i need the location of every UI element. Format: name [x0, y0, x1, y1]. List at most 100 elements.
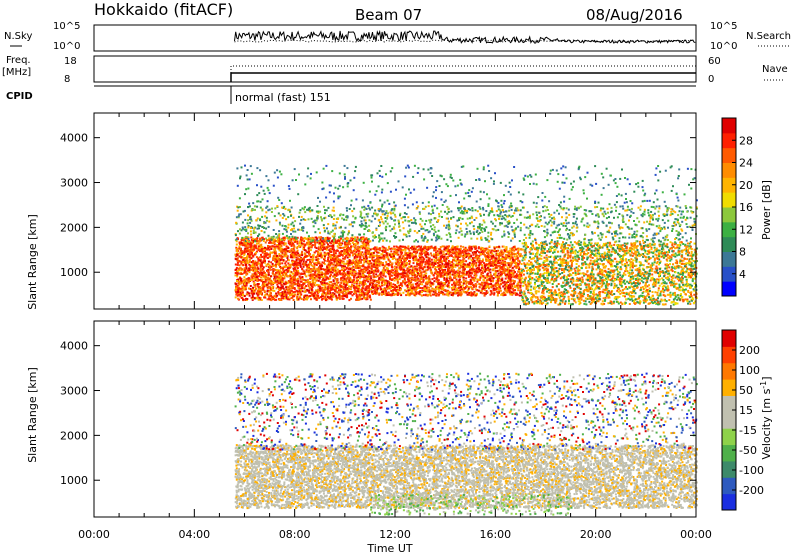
data-cell: [241, 285, 244, 288]
data-cell: [235, 240, 238, 243]
data-cell: [398, 246, 401, 249]
data-cell: [257, 270, 259, 273]
data-cell: [234, 272, 237, 274]
data-cell: [400, 250, 402, 252]
data-cell: [345, 236, 348, 239]
data-cell: [329, 254, 332, 257]
data-cell: [518, 277, 521, 280]
data-cell: [288, 266, 291, 269]
data-cell: [390, 282, 392, 285]
data-cell: [296, 290, 299, 293]
data-cell: [259, 237, 262, 240]
data-cell: [301, 284, 304, 287]
data-cell: [393, 286, 396, 289]
data-cell: [319, 255, 322, 257]
data-cell: [336, 239, 339, 242]
data-cell: [303, 252, 306, 255]
data-cell: [416, 282, 419, 285]
data-cell: [494, 285, 497, 288]
data-cell: [302, 283, 305, 285]
data-cell: [446, 284, 449, 287]
data-cell: [297, 293, 299, 296]
data-cell: [325, 253, 328, 256]
data-cell: [364, 245, 367, 248]
data-cell: [278, 247, 281, 250]
data-cell: [476, 259, 479, 262]
data-cell: [282, 271, 285, 274]
data-cell: [505, 281, 508, 284]
data-cell: [478, 264, 481, 267]
data-cell: [447, 285, 449, 288]
data-cell: [504, 283, 507, 286]
data-cell: [290, 252, 293, 255]
data-cell: [348, 259, 351, 261]
data-cell: [496, 270, 499, 273]
data-cell: [510, 272, 513, 274]
data-cell: [443, 278, 446, 281]
data-cell: [346, 256, 349, 259]
data-cell: [262, 261, 265, 264]
data-cell: [345, 278, 348, 281]
data-cell: [309, 295, 311, 297]
data-cell: [308, 291, 311, 294]
data-cell: [367, 244, 370, 247]
data-cell: [287, 289, 290, 291]
nave-label: Nave: [762, 64, 788, 75]
data-cell: [317, 246, 320, 249]
data-cell: [276, 247, 279, 250]
data-cell: [353, 281, 356, 284]
data-cell: [246, 254, 249, 257]
data-cell: [300, 244, 303, 247]
data-cell: [357, 286, 360, 288]
data-cell: [333, 260, 336, 263]
data-cell: [436, 252, 439, 255]
data-cell: [494, 283, 497, 286]
data-cell: [292, 249, 295, 252]
data-cell: [251, 246, 254, 249]
data-cell: [351, 263, 353, 266]
data-cell: [318, 287, 321, 290]
data-cell: [309, 249, 312, 252]
data-cell: [284, 266, 287, 268]
data-cell: [378, 258, 381, 261]
data-cell: [442, 293, 444, 296]
data-cell: [436, 271, 439, 273]
data-cell: [323, 291, 326, 294]
data-cell: [260, 243, 263, 246]
data-cell: [446, 271, 449, 274]
data-cell: [391, 271, 394, 274]
data-cell: [307, 263, 310, 266]
data-cell: [252, 265, 255, 268]
data-cell: [431, 278, 434, 281]
data-cell: [430, 245, 433, 248]
data-cell: [295, 279, 298, 282]
data-cell: [507, 262, 510, 265]
data-cell: [304, 289, 307, 292]
data-cell: [321, 242, 324, 245]
data-cell: [323, 255, 326, 258]
data-cell: [490, 252, 493, 255]
data-cell: [475, 264, 478, 267]
data-cell: [424, 294, 427, 297]
data-cell: [395, 266, 398, 269]
data-cell: [326, 236, 329, 239]
data-cell: [457, 281, 460, 284]
data-cell: [468, 257, 471, 260]
data-cell: [275, 287, 278, 290]
data-cell: [355, 258, 358, 261]
data-cell: [495, 246, 498, 249]
data-cell: [402, 281, 405, 283]
data-cell: [446, 245, 449, 248]
data-cell: [471, 257, 474, 260]
data-cell: [512, 269, 515, 272]
data-cell: [329, 277, 332, 280]
data-cell: [273, 278, 276, 281]
data-cell: [318, 297, 321, 299]
data-cell: [318, 252, 321, 255]
data-cell: [332, 257, 334, 260]
data-cell: [288, 265, 291, 268]
data-cell: [267, 270, 269, 273]
data-cell: [517, 273, 520, 276]
data-cell: [308, 283, 310, 286]
data-cell: [489, 268, 492, 271]
